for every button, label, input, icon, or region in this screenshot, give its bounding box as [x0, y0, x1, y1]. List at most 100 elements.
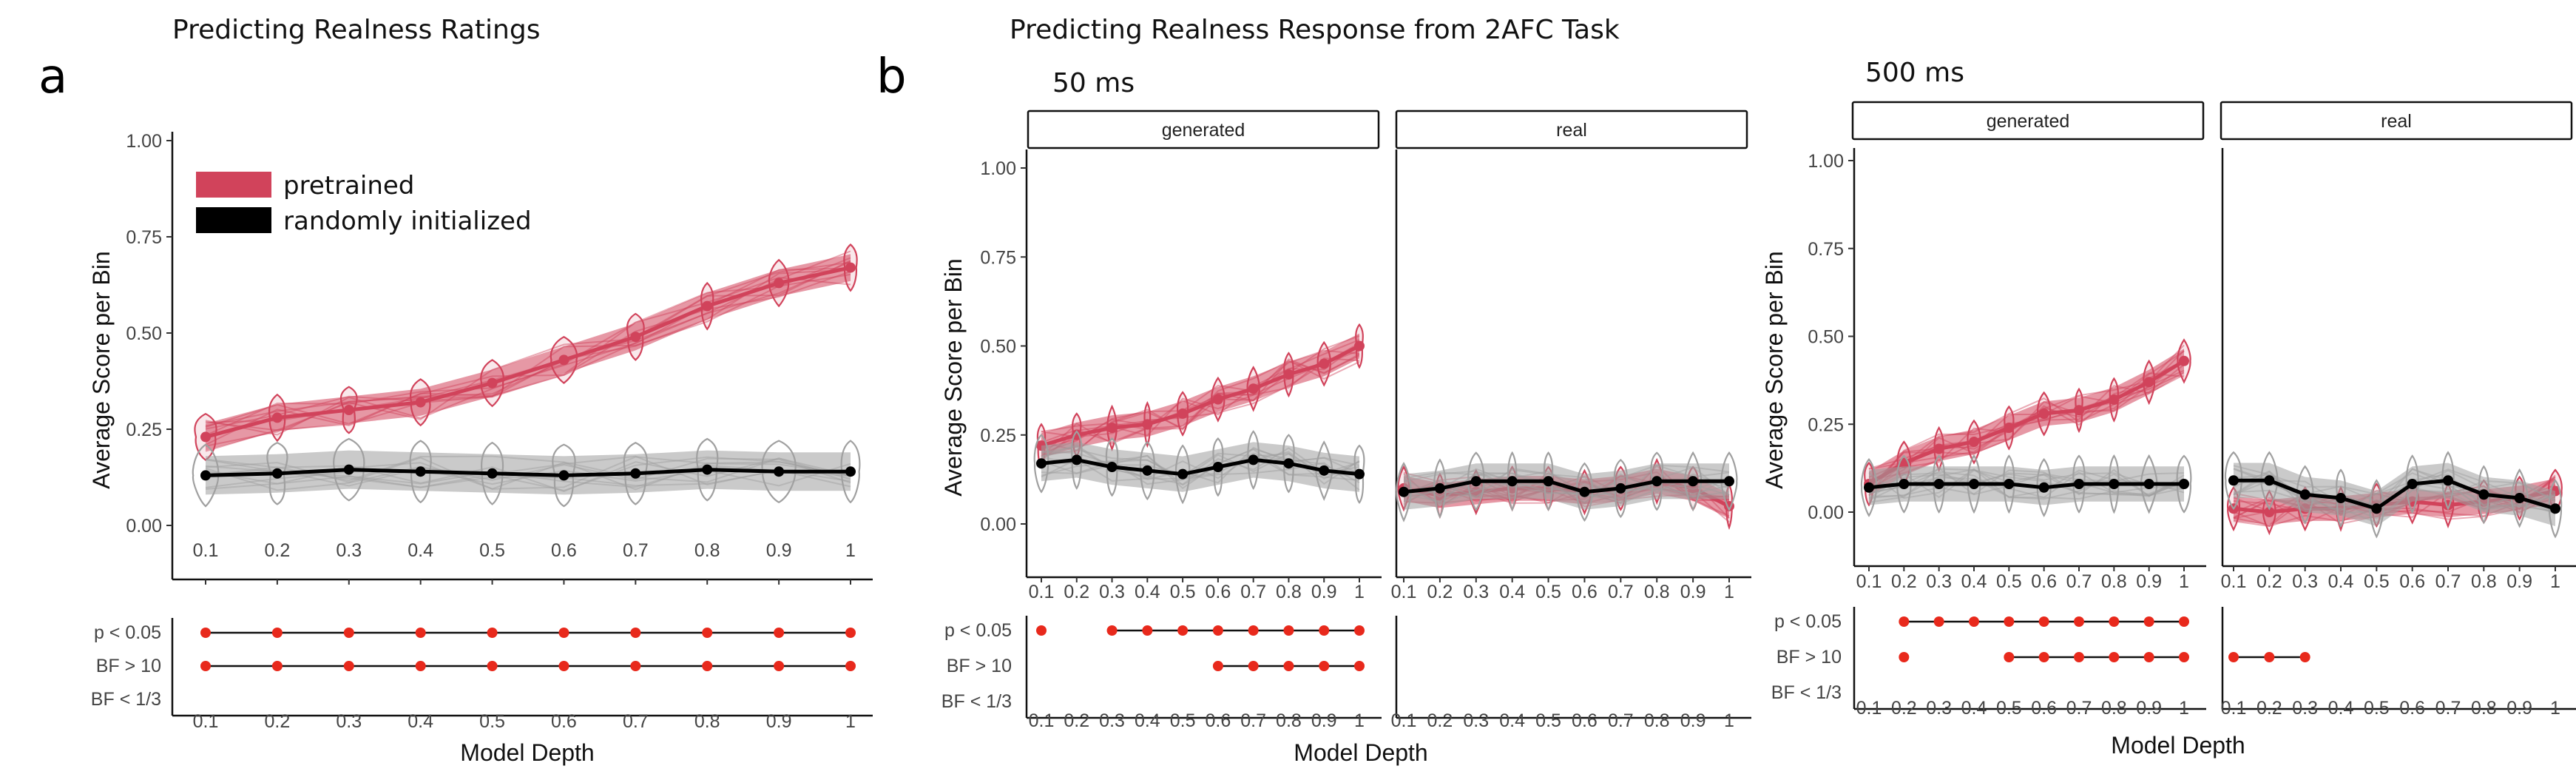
violin [1933, 454, 1946, 514]
sig-x-tick-label: 0.3 [1926, 698, 1952, 719]
x-tick-label: 0.8 [694, 540, 720, 561]
x-tick-label: 0.5 [1535, 582, 1561, 602]
sig-dot [1283, 661, 1294, 671]
mean-point [1652, 476, 1663, 487]
legend: pretrained randomly initialized [196, 171, 532, 236]
sig-dot [343, 628, 354, 638]
y-tick-label: 0.75 [1808, 239, 1844, 260]
chart-2afc_50_generated: generated 0.00 0.25 0.50 0.75 1.00 0.1 0.2 0.3 0.… [942, 110, 1382, 731]
sig-x-tick-label: 0.1 [1856, 698, 1882, 719]
violin [1315, 440, 1333, 502]
x-tick-label: 0.6 [1572, 582, 1598, 602]
replicate-line [205, 270, 851, 446]
sig-dot [774, 661, 785, 671]
sig-x-tick-label: 0.6 [2031, 698, 2057, 719]
mean-point [1106, 462, 1118, 473]
x-tick-label: 0.3 [336, 540, 362, 561]
sig-x-tick-label: 0.2 [1064, 710, 1089, 731]
sig-dot [2179, 652, 2189, 662]
mean-point [845, 466, 856, 477]
y-tick-label: 0.50 [980, 337, 1016, 357]
sig-dot [487, 628, 498, 638]
violin [1684, 451, 1703, 512]
mean-point [1724, 476, 1734, 487]
sig-x-tick-label: 0.6 [1206, 710, 1231, 731]
sig-x-tick-label: 0.9 [2136, 698, 2162, 719]
sig-x-tick-label: 0.9 [2506, 698, 2532, 719]
mean-point [774, 466, 785, 477]
mean-point [1283, 369, 1294, 380]
violin [696, 437, 719, 502]
violin [2296, 465, 2314, 525]
sig-x-tick-label: 0.8 [2101, 698, 2127, 719]
mean-point [1319, 465, 1330, 476]
violin [1896, 454, 1912, 514]
mean-point [2371, 503, 2382, 514]
sig-x-tick-label: 0.8 [694, 711, 720, 732]
mean-point [1319, 358, 1330, 369]
sig-dot [845, 628, 856, 638]
sig-row-label: BF < 1/3 [1771, 682, 1842, 703]
x-tick-label: 0.9 [1680, 582, 1706, 602]
sig-dot [1283, 625, 1294, 636]
x-tick-label: 0.6 [2399, 571, 2425, 592]
x-tick-label: 0.5 [2364, 571, 2390, 592]
y-tick-label: 1.00 [1808, 151, 1844, 172]
mean-point [1507, 476, 1518, 487]
x-tick-label: 0.7 [1608, 582, 1634, 602]
sig-x-tick-label: 0.4 [1499, 710, 1525, 731]
replicate-line [1041, 354, 1360, 456]
violin [1967, 454, 1981, 514]
x-tick-label: 0.7 [2435, 571, 2461, 592]
violin [2548, 479, 2563, 539]
sig-dot [1248, 661, 1259, 671]
mean-point [2179, 355, 2189, 366]
sig-x-tick-label: 0.4 [1135, 710, 1160, 731]
mean-point [2109, 394, 2120, 405]
replicate-line [205, 455, 851, 488]
replicate-line [1868, 468, 2185, 499]
sig-dot [2109, 616, 2120, 627]
mean-point [1688, 476, 1699, 487]
sig-dot [845, 661, 856, 671]
mean-point [1399, 486, 1409, 497]
sig-dot [1354, 625, 1365, 636]
xlabel-ratings: Model Depth [460, 739, 594, 766]
replicate-line [1041, 334, 1360, 452]
y-tick-label: 0.25 [126, 420, 162, 440]
replicate-line [1868, 469, 2185, 498]
y-tick-label: 0.00 [1808, 502, 1844, 523]
mean-point [2550, 503, 2560, 514]
sig-dot [415, 628, 426, 638]
sig-dot [1142, 625, 1153, 636]
replicate-line [2233, 468, 2556, 511]
replicate-line [1041, 342, 1360, 438]
chart-2afc_500_real: real 0.1 0.2 0.3 0.4 0.5 0.6 0.7 0.8 0.9 1 0.1 0.2 0.… [2220, 101, 2576, 719]
sig-x-tick-label: 0.9 [766, 711, 792, 732]
replicate-line [205, 261, 851, 431]
violin [333, 437, 365, 502]
x-tick-label: 0.7 [623, 540, 649, 561]
mean-point [558, 470, 569, 481]
replicate-line [1868, 344, 2185, 494]
sig-x-tick-label: 0.4 [1961, 698, 1987, 719]
x-tick-label: 0.6 [2031, 571, 2057, 592]
violin [840, 440, 861, 504]
chart-ratings: 0.00 0.25 0.50 0.75 1.00 0.1 0.2 0.3 0.4 0.5 0.6 0.… [91, 131, 873, 732]
legend-swatch-random [196, 207, 271, 233]
mean-point [2074, 479, 2084, 489]
mean-point [487, 377, 498, 389]
mean-point [630, 332, 641, 343]
sig-x-tick-label: 0.3 [1099, 710, 1125, 731]
x-tick-label: 0.1 [193, 540, 219, 561]
replicate-line [1041, 349, 1360, 450]
replicate-line [1403, 469, 1730, 505]
violin [1070, 430, 1083, 490]
chart-2afc_50_real: real 0.1 0.2 0.3 0.4 0.5 0.6 0.7 0.8 0.9 1 0.1 0.2 0.… [1391, 110, 1751, 731]
mean-point [1354, 340, 1365, 352]
sig-x-tick-label: 0.4 [2328, 698, 2354, 719]
mean-line-randomly-initialized [2234, 478, 2556, 511]
band-randomly-initialized [1041, 442, 1359, 492]
x-tick-label: 0.8 [1644, 582, 1670, 602]
